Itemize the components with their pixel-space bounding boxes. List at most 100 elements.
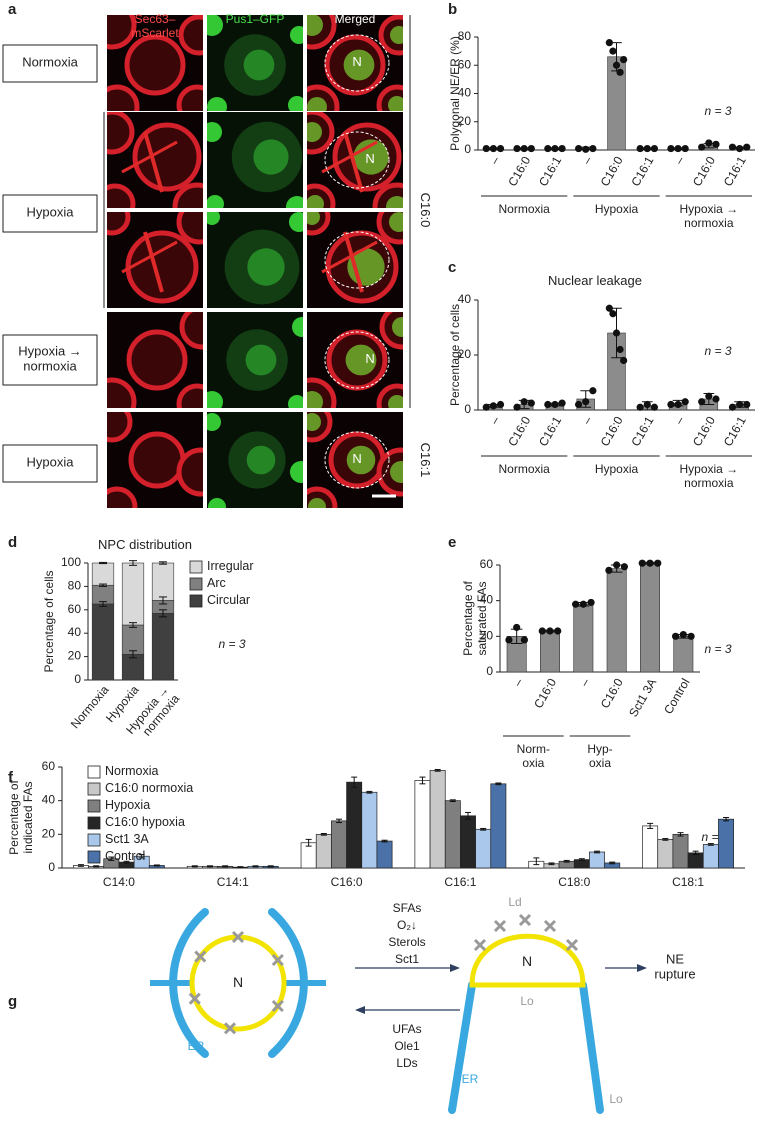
text-line: Ld (508, 895, 521, 909)
text-line: c (448, 259, 456, 276)
legend-label: C16:0 hypoxia (105, 815, 185, 829)
micrograph-content (207, 15, 303, 111)
npc (188, 992, 201, 1005)
condition-text: SFAs (393, 901, 422, 915)
micrograph-content (107, 15, 203, 111)
domain-label: Lo (609, 1092, 623, 1106)
bar (475, 828, 492, 869)
text-line: e (448, 534, 456, 551)
nucleus-blob (388, 96, 403, 111)
data-point (620, 563, 629, 571)
x-tick-label: – (580, 414, 596, 427)
er-label: ER (462, 1072, 479, 1086)
text-line: Norm- (517, 742, 550, 756)
npc (493, 919, 507, 933)
data-point (558, 399, 566, 407)
x-tick-label: – (511, 676, 527, 689)
er-stack (321, 140, 378, 174)
x-tick-label: C16:0 (505, 414, 533, 449)
text-line: – (577, 676, 593, 689)
y-tick-label: 20 (458, 114, 472, 128)
er-ring (107, 212, 131, 236)
data-point (728, 403, 737, 411)
legend-label: Arc (207, 576, 226, 590)
x-tick-label: C16:1 (536, 154, 564, 189)
data-point (554, 627, 562, 635)
text-line: C16:1 (721, 414, 749, 449)
chart-title: NPC distribution (98, 537, 192, 552)
data-point (551, 144, 559, 153)
legend-label: Control (105, 849, 145, 863)
group-label: Normoxia (498, 202, 550, 216)
y-tick-label: 40 (458, 86, 472, 100)
text-line: N (233, 974, 243, 990)
bar (573, 603, 594, 673)
legend-swatch (189, 577, 203, 591)
text-line: 20 (458, 114, 472, 128)
legend-swatch (87, 816, 101, 830)
text-line: C16:1 (628, 414, 656, 449)
npc (231, 930, 245, 944)
x-tick-label: C16:1 (628, 154, 656, 189)
text-line: Percentage of (461, 580, 475, 655)
er-ring (107, 15, 137, 50)
condition-box (2, 334, 98, 386)
data-point (505, 636, 513, 644)
y-tick-label: 60 (480, 557, 494, 571)
text-line: 100 (61, 555, 81, 569)
er-stack (343, 231, 364, 293)
data-point (513, 403, 521, 411)
text-line: 20 (68, 649, 82, 663)
y-tick-label: 80 (458, 29, 472, 43)
legend-label: Normoxia (105, 764, 159, 778)
y-tick-label: 40 (42, 793, 56, 807)
text-line: 60 (458, 57, 472, 71)
x-tick-label: C16:1 (536, 414, 564, 449)
text-line: C14:1 (217, 875, 249, 889)
y-tick-label: 20 (68, 649, 82, 663)
npc (565, 938, 579, 952)
condition-text: Ole1 (394, 1039, 420, 1053)
data-point (687, 632, 695, 640)
data-point (646, 559, 654, 567)
data-point (520, 636, 529, 644)
nucleus-label: N (352, 451, 361, 466)
data-point (589, 387, 597, 395)
nucleus-blob (345, 344, 377, 376)
x-tick-label: C14:1 (217, 875, 249, 889)
text-line: N (352, 54, 361, 69)
npc (543, 919, 557, 933)
text-line: Arc (207, 576, 226, 590)
text-line: Normoxia (68, 683, 112, 732)
data-point (587, 598, 595, 607)
nucleus-blob (289, 212, 303, 232)
text-line: normoxia (684, 216, 734, 230)
panel-label: c (448, 259, 456, 276)
y-axis-label: Percentage ofsaturated FAs (461, 580, 489, 655)
data-point (728, 143, 737, 151)
bar (444, 800, 461, 869)
er-ring (125, 230, 199, 304)
data-point (527, 399, 535, 407)
data-point (650, 144, 659, 153)
group-label: Normoxia (498, 462, 550, 476)
npc (473, 938, 487, 952)
micrograph-content (207, 121, 303, 208)
row-label: Hypoxia (27, 205, 75, 220)
x-tick-label: Sct1 3A (626, 676, 659, 719)
data-point (705, 139, 713, 147)
legend-swatch (87, 799, 101, 813)
text-line: f (8, 769, 14, 786)
text-line: Normoxia (22, 55, 78, 70)
text-line: mScarlet (131, 26, 179, 40)
er-stack (143, 231, 164, 293)
text-line: Sterols (388, 935, 425, 949)
text-line: Hypoxia → (679, 202, 738, 216)
text-line: 0 (464, 402, 471, 416)
nucleus-blob (207, 413, 221, 431)
data-point (496, 400, 505, 409)
text-line: SFAs (393, 901, 422, 915)
data-point (705, 392, 713, 400)
data-point (612, 329, 621, 337)
nucleus-blob (308, 498, 326, 508)
